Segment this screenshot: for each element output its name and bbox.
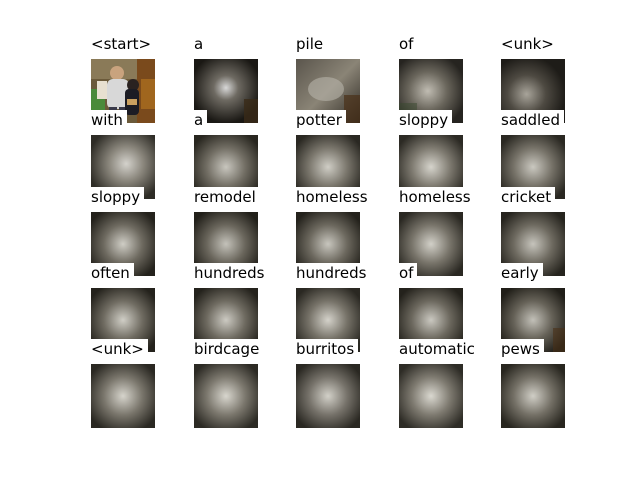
grid-cell: birdcage <box>194 339 264 428</box>
caption-word: pews <box>501 339 544 359</box>
grid-cell: burritos <box>296 339 360 428</box>
grid-cell: <unk> <box>91 339 155 428</box>
attention-map-thumbnail <box>194 364 258 428</box>
caption-word: birdcage <box>194 339 264 359</box>
caption-word: <unk> <box>91 339 148 359</box>
attention-map-thumbnail <box>501 364 565 428</box>
grid-cell: automatic <box>399 339 479 428</box>
grid-cell: pews <box>501 339 565 428</box>
caption-word: homeless <box>296 187 372 207</box>
caption-word: hundreds <box>296 263 371 283</box>
caption-word: pile <box>296 34 328 54</box>
caption-word: burritos <box>296 339 359 359</box>
attention-map-thumbnail <box>91 364 155 428</box>
caption-word: a <box>194 34 208 54</box>
caption-word: homeless <box>399 187 475 207</box>
attention-map-thumbnail <box>399 364 463 428</box>
caption-word: cricket <box>501 187 556 207</box>
caption-word: remodel <box>194 187 260 207</box>
caption-word: sloppy <box>399 110 453 130</box>
grid-cell: homeless <box>399 187 475 276</box>
caption-word: hundreds <box>194 263 269 283</box>
grid-cell: remodel <box>194 187 260 276</box>
caption-word: sloppy <box>91 187 145 207</box>
caption-word: potter <box>296 110 346 130</box>
caption-word: <start> <box>91 34 156 54</box>
caption-word: automatic <box>399 339 479 359</box>
caption-word: with <box>91 110 127 130</box>
caption-word: <unk> <box>501 34 558 54</box>
caption-word: of <box>399 263 418 283</box>
attention-map-thumbnail <box>296 364 360 428</box>
caption-word: often <box>91 263 134 283</box>
caption-word: of <box>399 34 418 54</box>
caption-word: saddled <box>501 110 564 130</box>
caption-word: early <box>501 263 543 283</box>
caption-word: a <box>194 110 208 130</box>
